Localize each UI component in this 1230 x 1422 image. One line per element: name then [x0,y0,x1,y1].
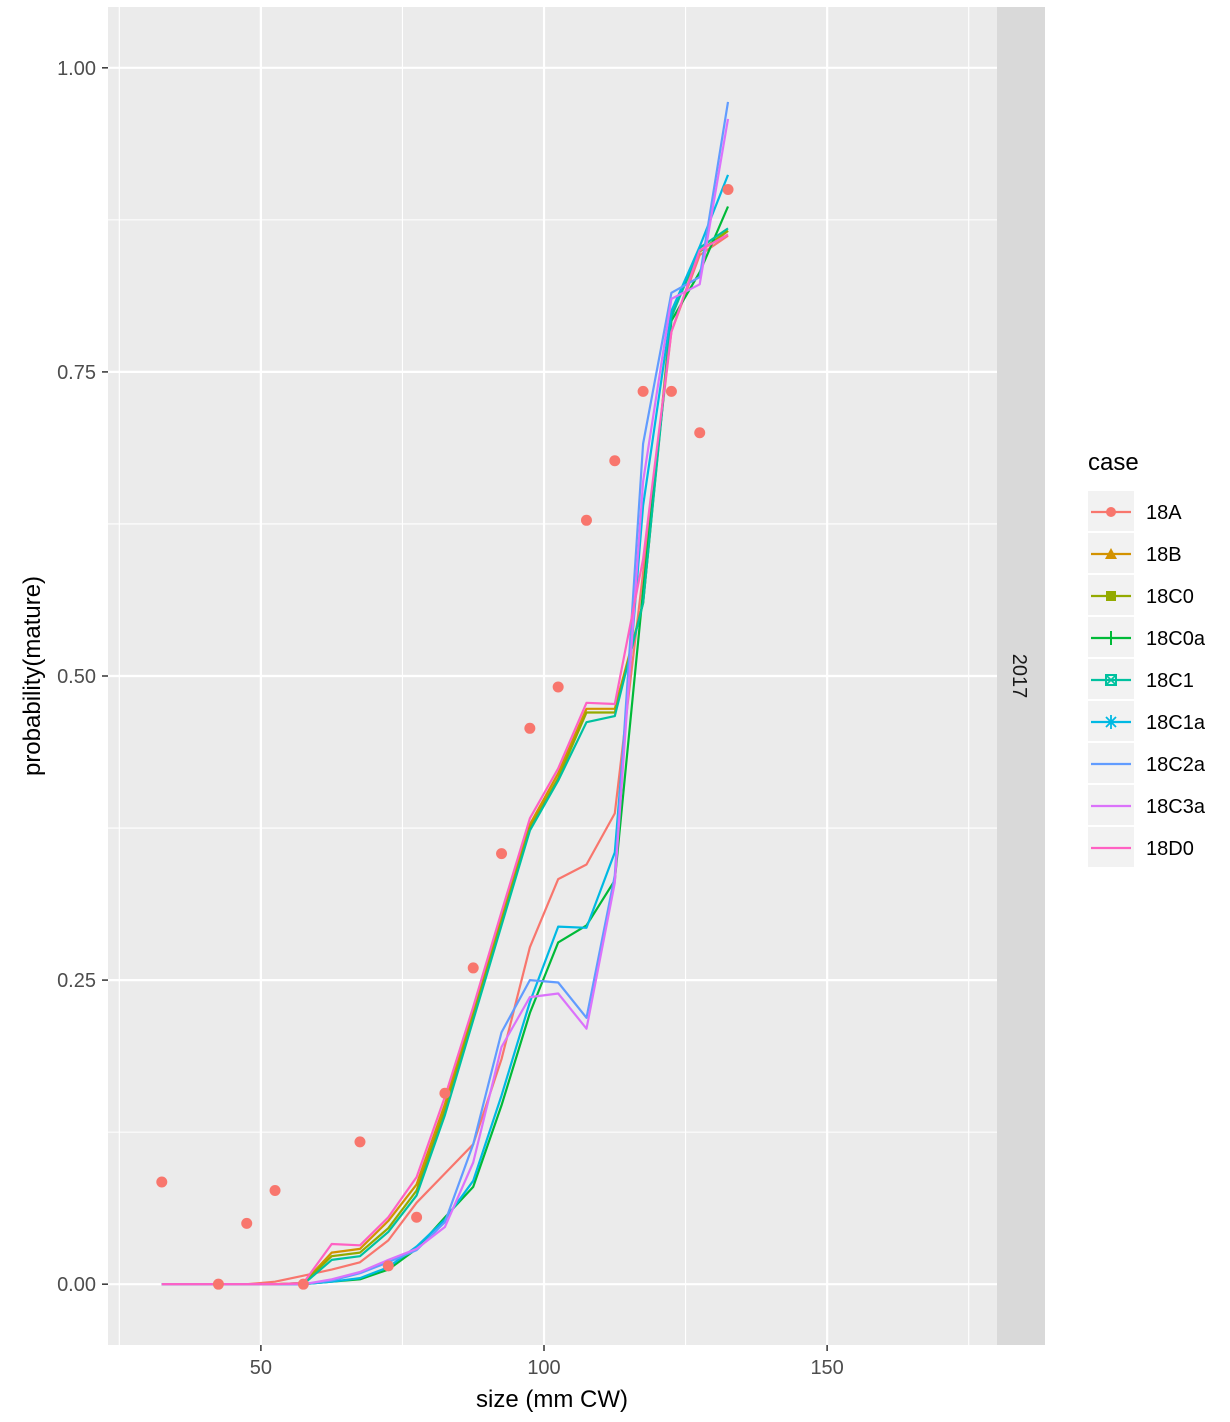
legend-label: 18C0a [1146,628,1206,650]
legend-star-marker [1104,715,1118,729]
facet-strip [997,7,1045,1345]
observed-points [156,183,734,1290]
x-axis-title: size (mm CW) [476,1386,628,1413]
legend-box-x-marker [1105,674,1117,686]
observed-point [382,1260,394,1272]
legend-item-18c0a: 18C0a [1088,617,1206,657]
x-tick-label: 150 [810,1357,843,1379]
observed-point [552,681,564,693]
y-tick-label: 0.50 [57,666,96,688]
legend-triangle-marker [1105,548,1117,559]
observed-point [212,1278,224,1290]
observed-point [241,1217,253,1229]
facet-strip-label: 2017 [1008,654,1030,699]
observed-point [354,1136,366,1148]
observed-point [439,1087,451,1099]
legend-title: case [1088,449,1139,476]
legend-square-marker [1106,591,1116,601]
observed-point [637,385,649,397]
legend: case 18A 18B 18C0 18C0a 18C1 18C1a 18C2a 18C3a 1… [1088,449,1206,867]
legend-item-18d0: 18D0 [1088,827,1194,867]
series-lines [161,101,730,1286]
observed-point [722,183,734,195]
y-tick-label: 1.00 [57,58,96,80]
x-tick-label: 100 [527,1357,560,1379]
legend-label: 18C1 [1146,670,1194,692]
legend-item-18a: 18A [1088,491,1182,531]
y-axis-title: probability(mature) [19,576,46,776]
legend-label: 18D0 [1146,838,1194,860]
legend-label: 18C0 [1146,586,1194,608]
observed-point [609,455,621,467]
legend-item-18c3a: 18C3a [1088,785,1206,825]
legend-circle-marker [1106,507,1116,517]
observed-point [411,1211,423,1223]
legend-item-18b: 18B [1088,533,1182,573]
observed-point [694,427,706,439]
y-tick-label: 0.75 [57,362,96,384]
legend-plus-marker [1104,631,1118,645]
observed-point [496,848,508,860]
observed-point [524,722,536,734]
legend-label: 18C1a [1146,712,1206,734]
legend-item-18c1a: 18C1a [1088,701,1206,741]
legend-item-18c2a: 18C2a [1088,743,1206,783]
legend-label: 18B [1146,544,1182,566]
y-axis: 0.00 0.25 0.50 0.75 1.00 [57,58,108,1296]
legend-label: 18C2a [1146,754,1206,776]
x-axis: 50 100 150 [250,1345,844,1379]
y-tick-label: 0.00 [57,1274,96,1296]
legend-label: 18A [1146,502,1182,524]
observed-point [580,514,592,526]
legend-box-marker [1105,674,1117,686]
legend-item-18c1: 18C1 [1088,659,1194,699]
legend-label: 18C3a [1146,796,1206,818]
legend-item-18c0: 18C0 [1088,575,1194,615]
x-tick-label: 50 [250,1357,272,1379]
observed-point [665,385,677,397]
observed-point [156,1176,168,1188]
observed-point [269,1185,281,1197]
observed-point [467,962,479,974]
observed-point [297,1278,309,1290]
y-tick-label: 0.25 [57,970,96,992]
